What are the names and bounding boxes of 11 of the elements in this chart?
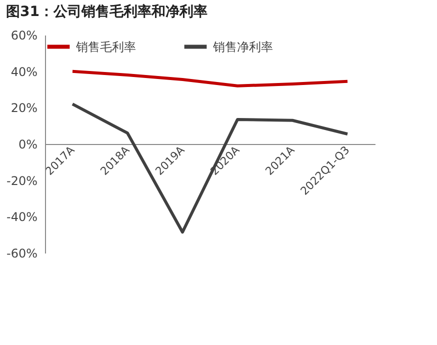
y-tick-label: 0%	[18, 138, 38, 152]
legend-label: 销售毛利率	[75, 40, 136, 54]
y-tick-label: -20%	[6, 174, 38, 188]
y-tick-label: 20%	[10, 101, 38, 116]
y-tick-label: -40%	[6, 210, 38, 224]
y-tick-label: 60%	[10, 28, 38, 42]
legend-label: 销售净利率	[212, 40, 273, 54]
chart-title: 图31：公司销售毛利率和净利率	[6, 3, 208, 20]
line-series	[71, 70, 349, 88]
y-tick-label: 40%	[10, 64, 38, 79]
y-tick-label: -60%	[6, 246, 38, 260]
